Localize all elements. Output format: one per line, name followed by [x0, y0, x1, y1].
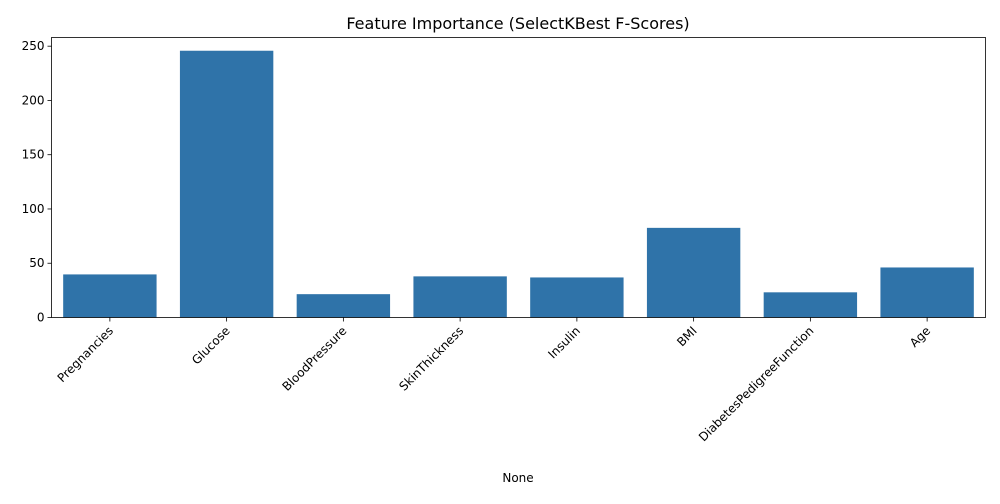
bar-bmi	[646, 227, 741, 318]
x-axis-label: None	[502, 471, 533, 485]
y-tick-label: 250	[22, 39, 45, 53]
y-tick-label: 0	[37, 311, 45, 325]
x-tick-label: Pregnancies	[55, 324, 116, 385]
x-tick-label: Glucose	[189, 324, 233, 368]
y-tick-label: 50	[29, 256, 44, 270]
bar-insulin	[530, 277, 624, 318]
bar-age	[880, 267, 974, 318]
y-axis: 0 50 100 150 200 250	[22, 39, 52, 325]
plot-frame	[51, 37, 986, 318]
y-tick-label: 100	[22, 202, 45, 216]
x-tick-label: SkinThickness	[396, 324, 466, 394]
x-axis: Pregnancies Glucose BloodPressure SkinThick…	[55, 317, 933, 445]
chart-title: Feature Importance (SelectKBest F-Scores…	[346, 14, 689, 33]
y-tick-label: 200	[22, 93, 45, 107]
bar-diabetespedigreefunction	[763, 292, 858, 318]
x-tick-label: Insulin	[545, 324, 583, 362]
x-tick-label: BloodPressure	[279, 324, 349, 394]
y-tick-label: 150	[22, 148, 45, 162]
x-tick-label: BMI	[674, 324, 700, 350]
bar-bloodpressure	[296, 294, 391, 318]
bar-skinthickness	[413, 276, 507, 318]
bars-group	[63, 50, 974, 318]
bar-glucose	[179, 50, 274, 318]
x-tick-label: DiabetesPedigreeFunction	[696, 324, 817, 445]
bar-pregnancies	[63, 274, 157, 318]
x-tick-label: Age	[907, 324, 933, 350]
